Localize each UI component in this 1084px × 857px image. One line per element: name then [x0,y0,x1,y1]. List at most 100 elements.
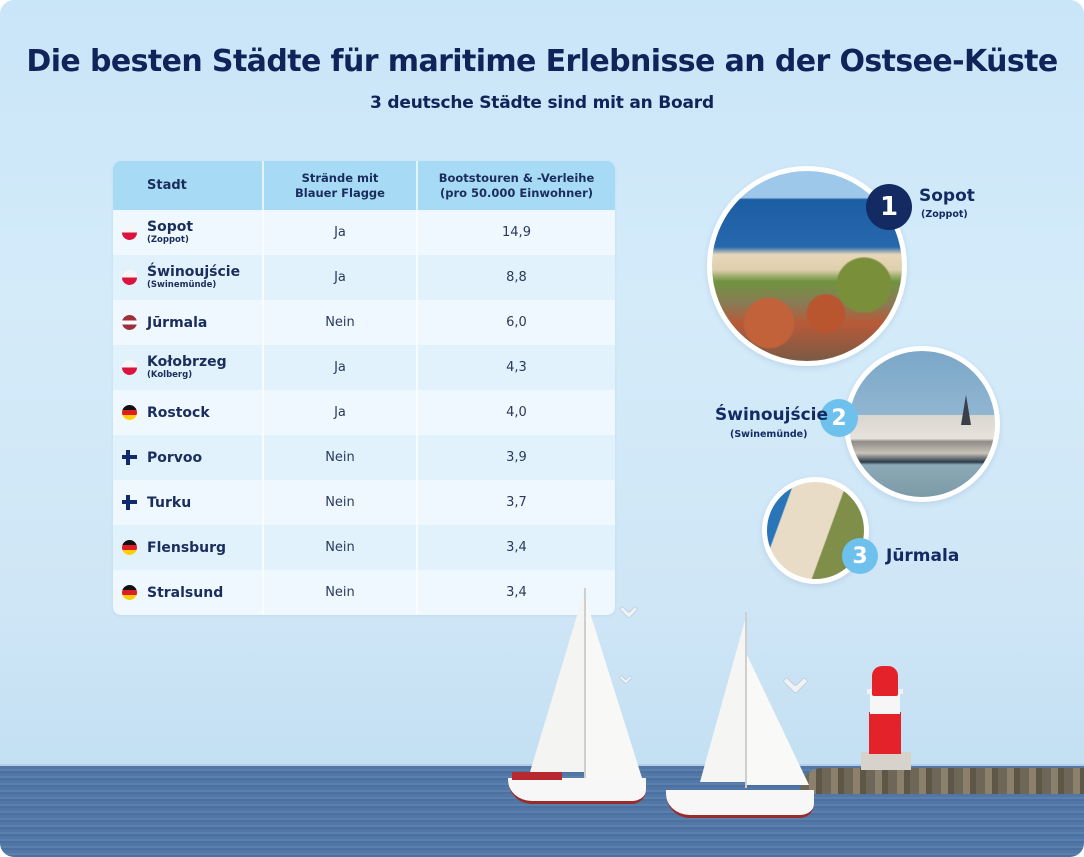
city-name: Kołobrzeg [147,354,227,370]
column-header-city: Stadt [113,161,264,210]
city-alt-name: (Zoppot) [147,235,189,245]
city-label: Porvoo [147,450,202,466]
city-name: Stralsund [147,584,224,601]
rank-1-alt-name: (Zoppot) [921,209,968,220]
boat-tours-cell: 8,8 [506,270,527,285]
finland-flag-icon [122,495,137,510]
blue-flag-cell: Nein [264,525,418,570]
blue-flag-cell: Nein [264,570,418,615]
boat-tours-cell: 3,4 [506,540,527,555]
poland-flag-icon [122,360,137,375]
seagull-icon: ⌄ [772,641,819,706]
seagull-icon: ⌄ [614,657,638,690]
germany-flag-icon [122,540,137,555]
boat-2-mainsail [700,620,745,782]
boat-tours-cell: 14,9 [502,225,531,240]
boat-tours-cell: 3,4 [506,585,527,600]
city-label: Turku [147,495,191,511]
city-name: Rostock [147,404,210,421]
boat-1-mast [584,588,586,778]
boat-tours-cell: 4,0 [506,405,527,420]
stone-pier [800,768,1084,794]
blue-flag-cell: Nein [264,300,418,345]
boat-tours-cell: 4,3 [506,360,527,375]
germany-flag-icon [122,585,137,600]
city-alt-name: (Kolberg) [147,370,193,380]
blue-flag-cell: Ja [264,255,418,300]
rank-3-badge: 3 [842,538,878,574]
boat-1-hull [508,778,646,804]
city-label: Stralsund [147,585,223,601]
poland-flag-icon [122,225,137,240]
city-cell: Stralsund [113,570,264,615]
city-name: Sopot [147,219,194,235]
city-alt-name: (Swinemünde) [147,280,217,290]
boat-1-canopy [512,772,562,780]
lighthouse-lantern [872,666,898,696]
blue-flag-cell: Ja [264,345,418,390]
city-cell: Turku [113,480,264,525]
city-cell: Flensburg [113,525,264,570]
city-name: Świnoujście [147,264,241,280]
boat-2-hull [666,790,814,818]
boat-tours-cell: 3,7 [506,495,527,510]
page-subtitle: 3 deutsche Städte sind mit an Board [370,93,714,113]
rank-1-badge: 1 [866,184,912,230]
city-cell: Porvoo [113,435,264,480]
boat-1-jib [586,600,642,778]
rank-2-alt-name: (Swinemünde) [730,429,808,440]
lighthouse-stripe [870,694,900,714]
page-title: Die besten Städte für maritime Erlebniss… [26,44,1058,79]
table-row: Jūrmala Nein 6,0 [113,300,615,345]
boat-tours-cell: 6,0 [506,315,527,330]
city-cell: Jūrmala [113,300,264,345]
boat-tours-cell: 3,9 [506,450,527,465]
rank-2-badge: 2 [820,399,858,437]
table-body: Sopot (Zoppot) Ja 14,9 Świnoujście (Swinemünd… [113,210,615,615]
table-row: Rostock Ja 4,0 [113,390,615,435]
city-name: Flensburg [147,539,227,556]
city-label: Sopot (Zoppot) [147,219,193,246]
table-header: Stadt Strände mit Blauer Flagge Bootstou… [113,161,615,210]
latvia-flag-icon [122,315,137,330]
boat-2-jib [747,655,809,785]
boat-1-mainsail [530,592,584,772]
city-cell: Świnoujście (Swinemünde) [113,255,264,300]
blue-flag-cell: Ja [264,210,418,255]
column-header-blue-flag: Strände mit Blauer Flagge [264,161,418,210]
city-label: Kołobrzeg (Kolberg) [147,354,227,381]
rank-3-city: Jūrmala [886,546,960,566]
city-label: Flensburg [147,540,226,556]
germany-flag-icon [122,405,137,420]
blue-flag-cell: Nein [264,480,418,525]
city-label: Jūrmala [147,315,207,331]
rank-2-city: Świnoujście [715,405,829,425]
poland-flag-icon [122,270,137,285]
rank-1-city: Sopot [919,186,975,206]
finland-flag-icon [122,450,137,465]
city-label: Rostock [147,405,210,421]
lighthouse-icon [869,712,901,754]
table-row: Turku Nein 3,7 [113,480,615,525]
table-row: Sopot (Zoppot) Ja 14,9 [113,210,615,255]
swinoujscie-photo [844,346,1000,502]
seagull-icon: ⌄ [612,581,646,627]
ranking-table: Stadt Strände mit Blauer Flagge Bootstou… [113,161,615,615]
city-cell: Sopot (Zoppot) [113,210,264,255]
column-header-boat-tours: Bootstouren & -Verleihe (pro 50.000 Einw… [438,170,595,200]
city-name: Porvoo [147,449,203,466]
city-cell: Rostock [113,390,264,435]
table-row: Kołobrzeg (Kolberg) Ja 4,3 [113,345,615,390]
jurmala-photo [762,477,869,584]
city-name: Turku [147,494,192,511]
city-label: Świnoujście (Swinemünde) [147,264,240,291]
blue-flag-cell: Ja [264,390,418,435]
table-row: Porvoo Nein 3,9 [113,435,615,480]
table-row: Świnoujście (Swinemünde) Ja 8,8 [113,255,615,300]
boat-2-mast [745,612,747,788]
table-row: Flensburg Nein 3,4 [113,525,615,570]
lighthouse-base [861,752,911,770]
blue-flag-cell: Nein [264,435,418,480]
city-cell: Kołobrzeg (Kolberg) [113,345,264,390]
